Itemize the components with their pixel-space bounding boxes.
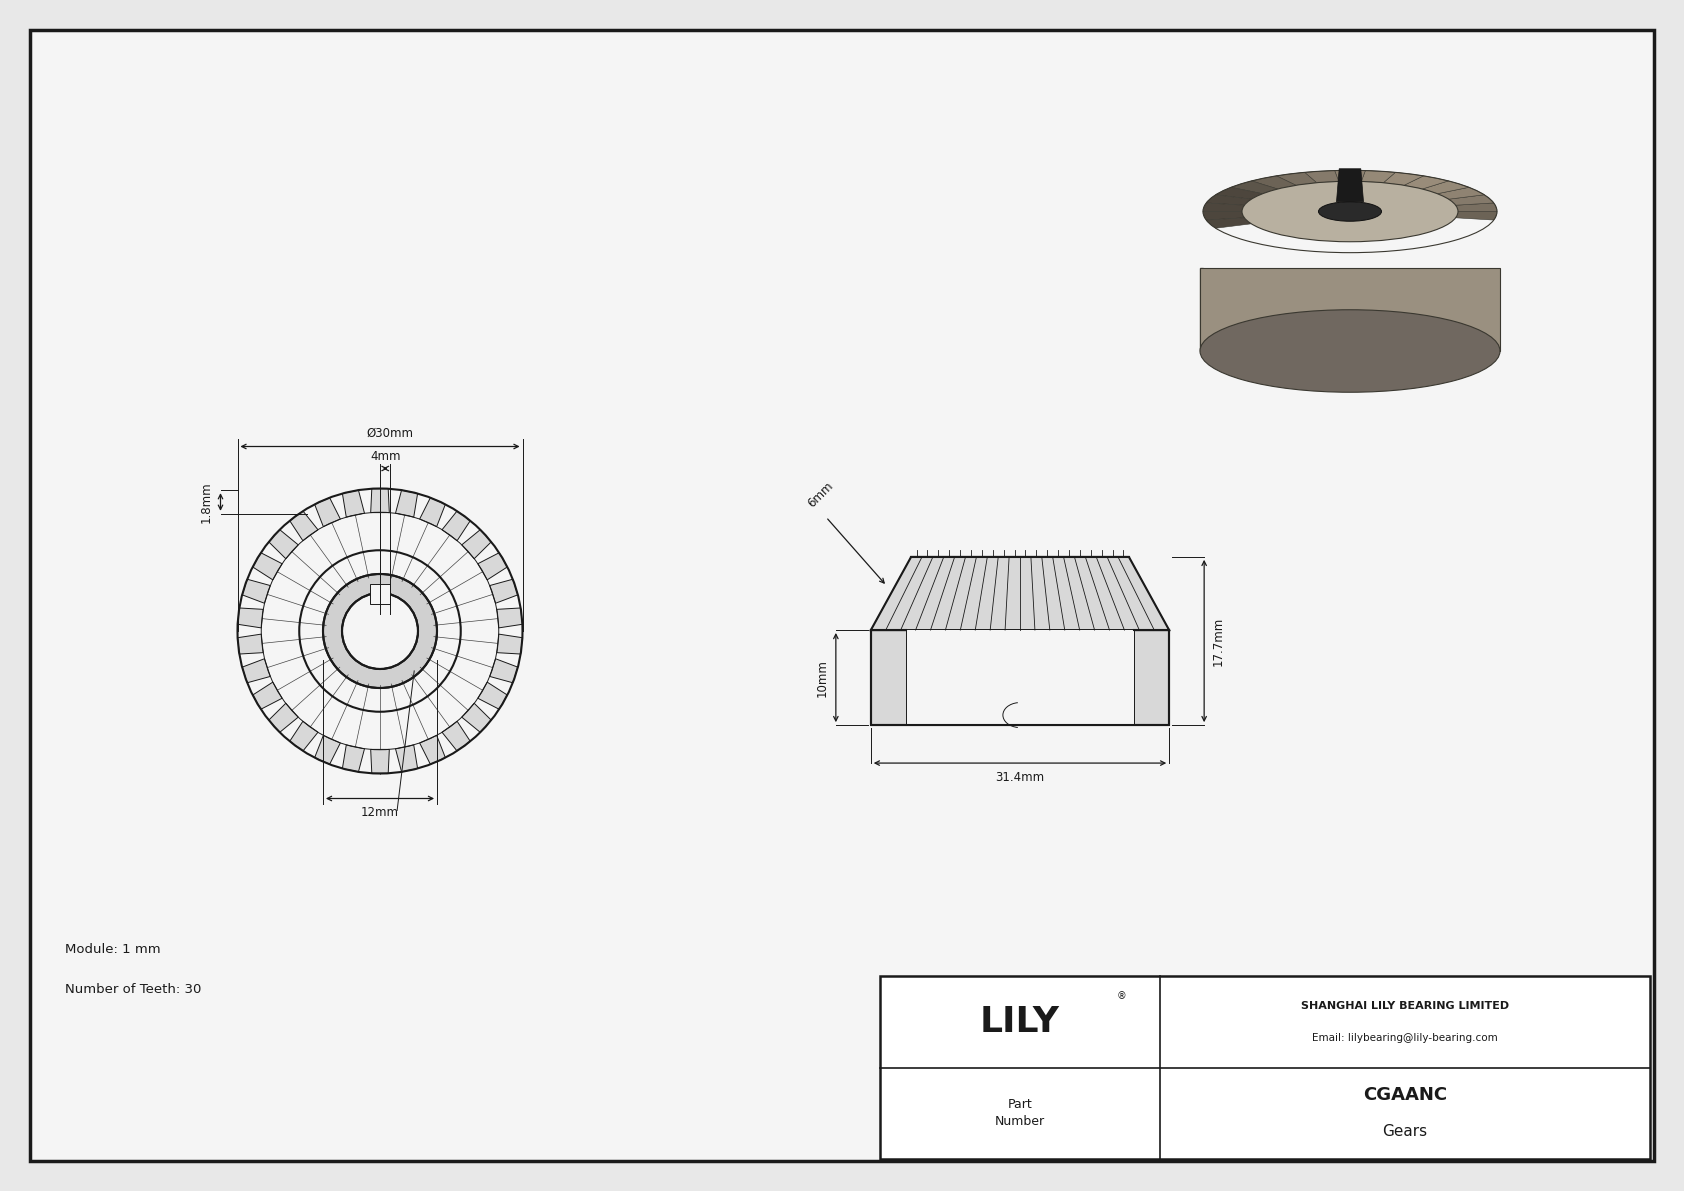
Text: 12mm: 12mm: [360, 806, 399, 819]
Polygon shape: [1206, 195, 1251, 205]
Polygon shape: [1455, 212, 1497, 220]
Polygon shape: [478, 682, 507, 709]
Polygon shape: [1206, 218, 1251, 229]
Text: 31.4mm: 31.4mm: [995, 771, 1044, 784]
Polygon shape: [1361, 170, 1396, 182]
Polygon shape: [1202, 212, 1244, 220]
Polygon shape: [342, 491, 364, 517]
Polygon shape: [497, 634, 522, 654]
Text: Gears: Gears: [1383, 1124, 1428, 1139]
Text: Ø24mm: Ø24mm: [997, 647, 1044, 660]
Text: Number of Teeth: 30: Number of Teeth: 30: [66, 983, 202, 996]
Polygon shape: [419, 498, 445, 526]
Bar: [871, 630, 1169, 725]
Polygon shape: [290, 722, 318, 750]
Polygon shape: [237, 634, 263, 654]
Ellipse shape: [1243, 181, 1458, 242]
Polygon shape: [1404, 176, 1448, 189]
Bar: [369, 585, 391, 604]
Polygon shape: [1448, 195, 1494, 205]
Polygon shape: [871, 557, 1169, 630]
Text: ®: ®: [1116, 991, 1127, 1000]
Text: LILY: LILY: [980, 1005, 1059, 1039]
Bar: [906, 630, 1133, 725]
Polygon shape: [370, 488, 389, 512]
Polygon shape: [1455, 202, 1497, 212]
Polygon shape: [1201, 268, 1202, 351]
Polygon shape: [478, 553, 507, 580]
Polygon shape: [237, 607, 263, 628]
Polygon shape: [490, 579, 519, 604]
Polygon shape: [1276, 173, 1317, 186]
Polygon shape: [396, 491, 418, 517]
Polygon shape: [1423, 181, 1468, 194]
Polygon shape: [253, 682, 283, 709]
Polygon shape: [1202, 202, 1244, 212]
Ellipse shape: [1319, 201, 1381, 222]
Polygon shape: [497, 607, 522, 628]
Polygon shape: [242, 659, 271, 682]
Polygon shape: [269, 530, 298, 559]
Polygon shape: [1337, 169, 1364, 201]
Polygon shape: [461, 704, 492, 732]
Polygon shape: [342, 744, 364, 772]
Text: 10mm: 10mm: [815, 659, 829, 697]
Polygon shape: [370, 749, 389, 773]
Text: Email: lilybearing@lily-bearing.com: Email: lilybearing@lily-bearing.com: [1312, 1033, 1497, 1043]
Polygon shape: [1335, 170, 1366, 181]
Text: SHANGHAI LILY BEARING LIMITED: SHANGHAI LILY BEARING LIMITED: [1302, 1000, 1509, 1011]
Polygon shape: [1216, 187, 1263, 199]
Text: CGAANC: CGAANC: [1362, 1086, 1447, 1104]
Polygon shape: [1383, 173, 1423, 186]
Polygon shape: [419, 735, 445, 765]
Polygon shape: [461, 530, 492, 559]
Polygon shape: [1251, 176, 1297, 189]
Text: 1.8mm: 1.8mm: [199, 481, 212, 523]
Polygon shape: [441, 722, 470, 750]
Circle shape: [323, 574, 438, 688]
Bar: [1201, 268, 1500, 351]
Polygon shape: [490, 659, 519, 682]
Polygon shape: [441, 511, 470, 541]
Polygon shape: [269, 704, 298, 732]
Polygon shape: [290, 511, 318, 541]
Polygon shape: [242, 579, 271, 604]
Polygon shape: [396, 744, 418, 772]
Text: Ø30mm: Ø30mm: [367, 426, 414, 439]
Polygon shape: [1438, 187, 1484, 199]
Circle shape: [342, 593, 418, 669]
Text: 6mm: 6mm: [805, 479, 837, 510]
Polygon shape: [1231, 181, 1278, 194]
Ellipse shape: [1201, 310, 1500, 392]
Polygon shape: [1305, 170, 1339, 182]
Polygon shape: [253, 553, 283, 580]
Polygon shape: [315, 735, 340, 765]
Text: Part
Number: Part Number: [995, 1098, 1046, 1128]
Text: 4mm: 4mm: [370, 450, 401, 463]
Text: Module: 1 mm: Module: 1 mm: [66, 943, 160, 956]
Text: 17.7mm: 17.7mm: [1212, 617, 1226, 666]
Polygon shape: [315, 498, 340, 526]
Bar: [881, 975, 1650, 1159]
